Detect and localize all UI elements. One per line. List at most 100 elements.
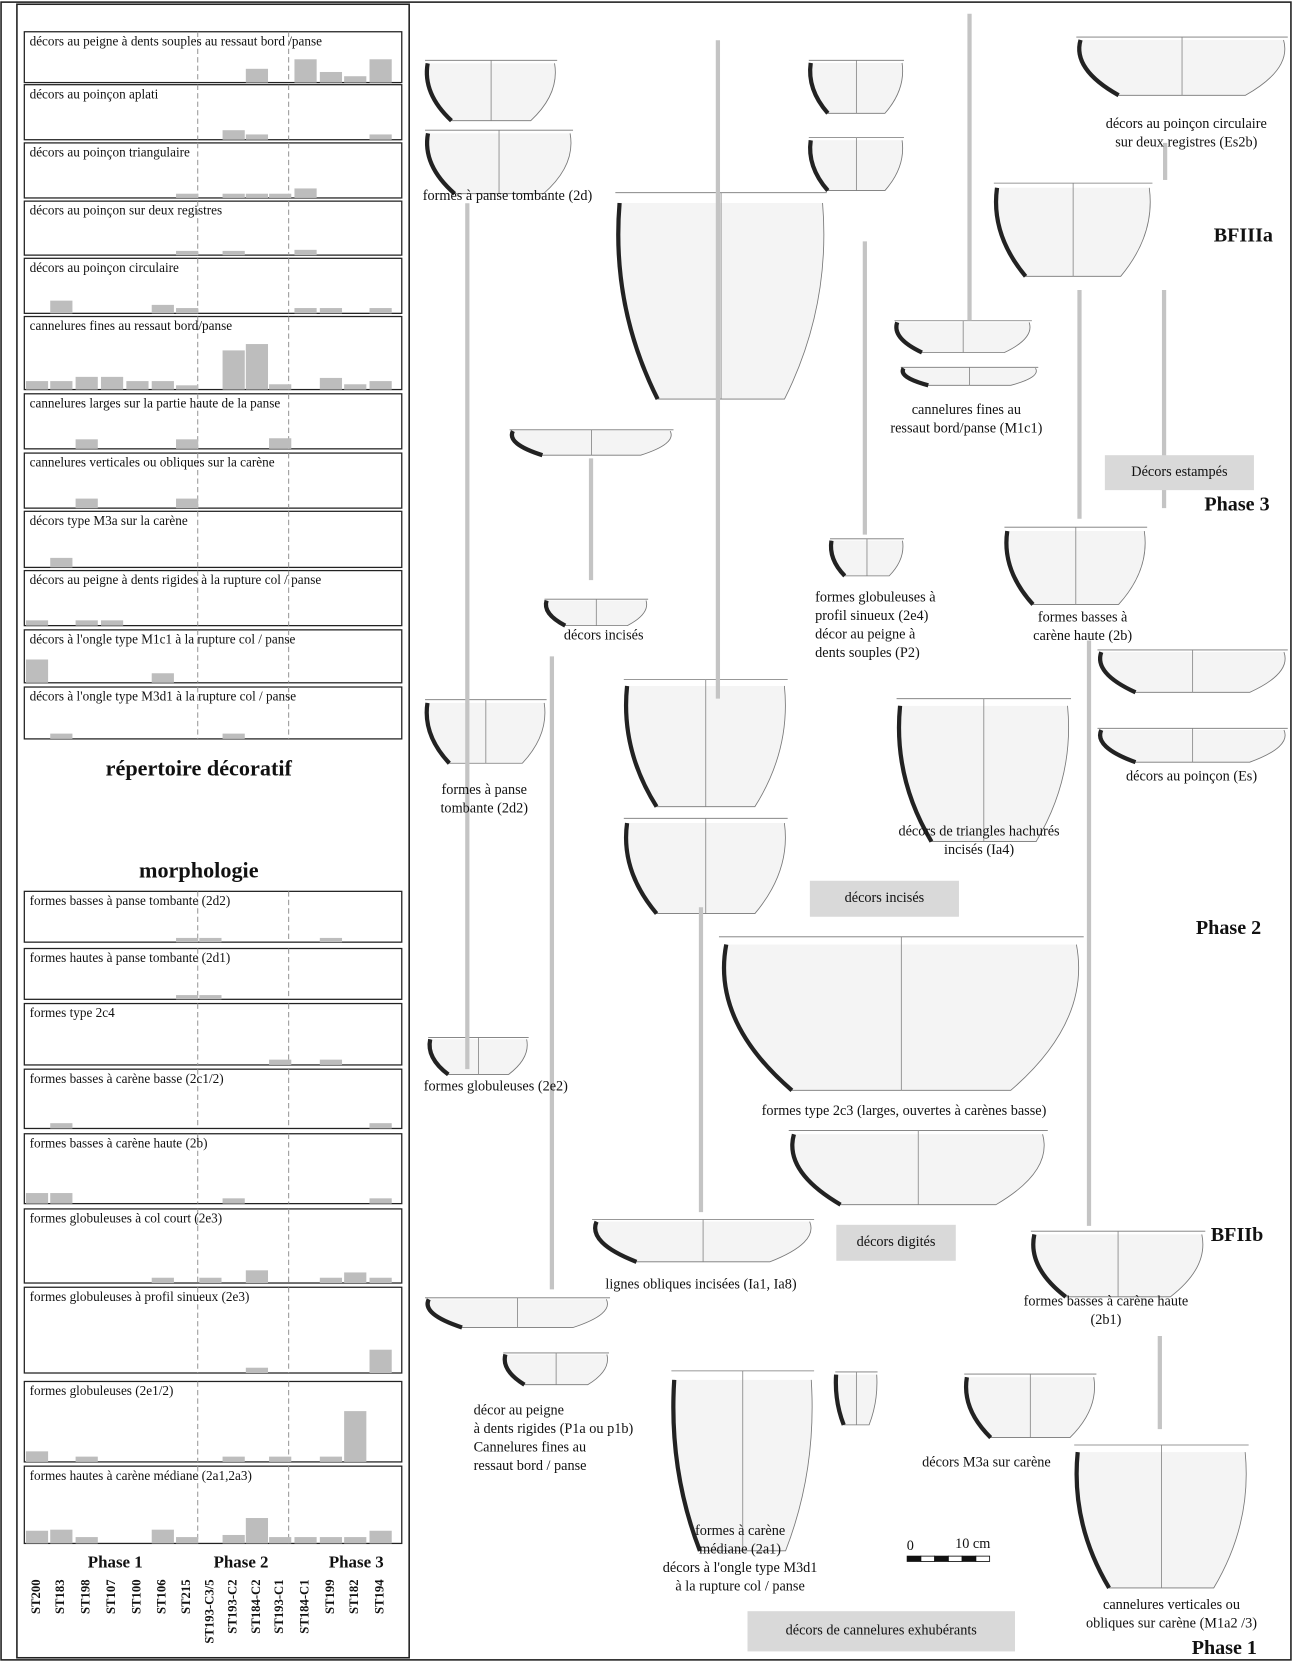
caption: formes type 2c3 (larges, ouvertes à carè… (762, 1103, 1047, 1119)
bar (269, 1059, 292, 1065)
bar (369, 1349, 392, 1374)
site-label: ST200 (29, 1579, 43, 1614)
row-label: décors au poinçon triangulaire (30, 145, 190, 160)
caption: formes à panse tombante (2d) (423, 188, 593, 204)
caption: décor au peigne à (815, 626, 916, 642)
site-label: ST182 (347, 1579, 361, 1614)
scale-segment (975, 1555, 991, 1562)
bar (75, 620, 98, 626)
chart-row (23, 1068, 403, 1130)
pot-profile (1098, 729, 1137, 765)
phase-label: Phase 3 (1204, 494, 1269, 516)
bar (294, 249, 317, 256)
pot-profile (427, 1038, 450, 1077)
caption: décors à l'ongle type M3d1 (663, 1560, 818, 1576)
caption: obliques sur carène (M1a2 /3) (1086, 1616, 1257, 1632)
bar (176, 937, 199, 943)
caption: cannelures verticales ou (1103, 1597, 1240, 1613)
site-label: ST183 (53, 1579, 67, 1614)
bar (100, 376, 124, 390)
bar (319, 937, 343, 943)
caption: dents souples (P2) (815, 645, 920, 661)
phase-label: Phase 1 (88, 1552, 143, 1571)
chart-row (23, 569, 403, 627)
box-label: décors incisés (845, 890, 925, 906)
bar (369, 1277, 392, 1284)
bar (369, 134, 392, 140)
row-label: décors type M3a sur la carène (30, 513, 188, 528)
bar (176, 439, 199, 449)
caption: (2b1) (1090, 1312, 1121, 1328)
period-label: BFIIb (1211, 1224, 1263, 1246)
period-label: BFIIIa (1214, 225, 1273, 247)
bar (75, 1537, 98, 1544)
bar (222, 1456, 245, 1462)
bar (50, 557, 73, 568)
caption: carène haute (2b) (1033, 628, 1132, 644)
left-panel-frame (16, 3, 410, 1659)
caption: formes basses à (1038, 609, 1128, 625)
row-label: formes globuleuses à profil sinueux (2e3… (30, 1289, 250, 1304)
pot-profile (1004, 530, 1035, 606)
bar (25, 381, 49, 390)
phase-label: Phase 3 (329, 1552, 384, 1571)
bar (344, 76, 367, 83)
bar (222, 130, 245, 140)
bar (369, 1123, 392, 1129)
bar (151, 1277, 174, 1284)
pot-profile (593, 1220, 638, 1264)
chart-row (23, 315, 403, 391)
bar (222, 350, 245, 390)
caption: décors de triangles hachurés (898, 823, 1060, 839)
pot-profile (623, 822, 659, 915)
pot-profile (964, 1376, 993, 1440)
bar (344, 1272, 367, 1284)
bar (245, 1367, 269, 1374)
pot-profile (721, 944, 794, 1092)
phase-label: Phase 2 (214, 1552, 269, 1571)
caption: décors au poinçon circulaire (1106, 116, 1267, 132)
caption: à la rupture col / panse (675, 1579, 804, 1595)
chart-row (23, 1133, 403, 1205)
row-label: décors à l'ongle type M3d1 à la rupture … (30, 689, 297, 704)
bar (25, 1530, 49, 1544)
row-label: formes globuleuses à col court (2e3) (30, 1211, 223, 1226)
pot-profile (833, 1374, 846, 1426)
section-title: morphologie (139, 857, 259, 882)
chart-row (23, 1002, 403, 1066)
bar (269, 1456, 292, 1462)
pot-profile (623, 685, 659, 808)
caption: décors M3a sur carène (922, 1454, 1051, 1470)
pot-profile (790, 1133, 842, 1207)
chart-row (23, 510, 403, 569)
box-label: décors digités (857, 1234, 936, 1250)
site-label: ST193-C3/5 (202, 1579, 216, 1643)
bar (50, 1123, 73, 1129)
caption: tombante (2d2) (440, 801, 528, 817)
site-label: ST198 (79, 1579, 93, 1614)
row-label: décors au peigne à dents souples au ress… (30, 33, 323, 48)
scale-segment (906, 1555, 922, 1562)
bar (369, 381, 392, 390)
row-label: décors au peigne à dents rigides à la ru… (30, 572, 322, 587)
bar (199, 1277, 222, 1284)
bar (269, 193, 292, 198)
caption: ressaut bord / panse (474, 1458, 587, 1474)
bar (369, 1530, 392, 1544)
caption: formes à carène (695, 1523, 785, 1539)
pot-profile (616, 202, 660, 401)
caption: incisés (Ia4) (944, 842, 1014, 858)
bar (319, 1059, 343, 1065)
caption: à dents rigides (P1a ou p1b) (474, 1421, 634, 1437)
bar (294, 1537, 317, 1544)
chart-row (23, 1286, 403, 1374)
bar (176, 308, 199, 314)
row-label: décors au poinçon aplati (30, 86, 159, 101)
site-label: ST193-C2 (226, 1579, 240, 1633)
row-label: décors au poinçon sur deux registres (30, 203, 223, 218)
bar (50, 1193, 73, 1204)
pot-profile (502, 1353, 526, 1387)
chart-row (23, 393, 403, 450)
bar (75, 498, 98, 509)
